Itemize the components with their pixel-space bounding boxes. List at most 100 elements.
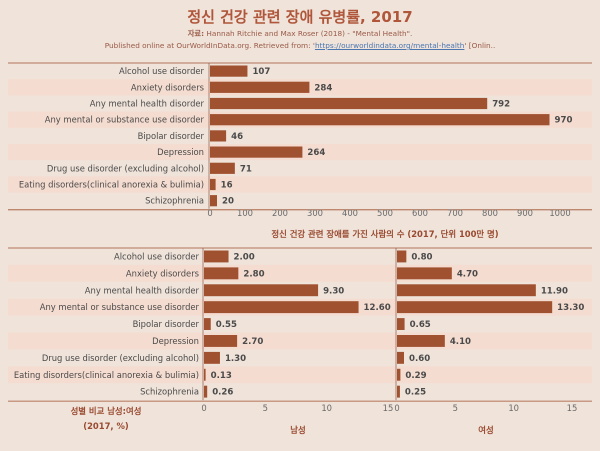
top-value-label: 16 (221, 181, 233, 191)
bottom-row-band (8, 366, 592, 384)
top-category-label: Depression (157, 147, 204, 157)
female-bar (397, 351, 404, 364)
female-axis-title: 여성 (478, 425, 493, 435)
top-value-label: 71 (240, 164, 252, 174)
top-category-label: Any mental health disorder (90, 99, 205, 109)
top-tick-label: 700 (447, 208, 463, 218)
top-value-label: 264 (307, 148, 325, 158)
male-tick-label: 5 (263, 403, 268, 413)
male-value-label: 12.60 (364, 303, 391, 313)
top-tick-label: 100 (237, 208, 253, 218)
top-value-label: 46 (231, 132, 243, 142)
top-tick-label: 200 (272, 208, 288, 218)
male-value-label: 0.26 (212, 388, 233, 398)
female-tick-label: 5 (453, 403, 458, 413)
source-line: 자료: Hannah Ritchie and Max Roser (2018) … (0, 28, 600, 40)
top-axis-title: 정신 건강 관련 장애를 가진 사람의 수 (2017, 단위 100만 명) (271, 229, 498, 239)
top-tick-label: 300 (307, 208, 323, 218)
chart-title: 정신 건강 관련 장애 유병률, 2017 (187, 8, 413, 26)
female-value-label: 0.60 (409, 354, 430, 364)
male-value-label: 2.80 (243, 269, 264, 279)
male-value-label: 2.70 (242, 337, 263, 347)
top-tick-label: 800 (482, 208, 498, 218)
male-bar (204, 368, 206, 381)
female-bar (397, 284, 536, 297)
bottom-category-label: Depression (152, 336, 199, 346)
male-bar (204, 250, 229, 263)
male-tick-label: 15 (383, 403, 394, 413)
female-bar (397, 318, 405, 330)
top-tick-label: 600 (412, 208, 428, 218)
male-value-label: 0.55 (216, 320, 237, 330)
published-line: Published online at OurWorldInData.org. … (0, 40, 600, 52)
female-value-label: 4.10 (450, 337, 471, 347)
bottom-category-label: Drug use disorder (excluding alcohol) (42, 353, 199, 363)
female-tick-label: 10 (508, 403, 519, 413)
top-category-label: Drug use disorder (excluding alcohol) (47, 163, 204, 173)
bottom-category-label: Bipolar disorder (133, 319, 200, 329)
male-axis-title: 남성 (290, 425, 305, 435)
top-bar (210, 114, 550, 126)
female-value-label: 4.70 (457, 269, 478, 279)
male-bar (204, 284, 319, 297)
top-tick-label: 1000 (549, 208, 570, 218)
male-tick-label: 0 (201, 403, 206, 413)
male-bar (204, 335, 238, 347)
top-bar (210, 81, 310, 93)
female-value-label: 0.25 (405, 388, 426, 398)
top-value-label: 792 (492, 100, 510, 110)
female-bar (397, 335, 445, 347)
top-row-band (8, 176, 592, 193)
top-bar (210, 97, 488, 110)
top-category-label: Bipolar disorder (138, 131, 205, 141)
male-bar (204, 267, 239, 280)
male-bar (204, 318, 211, 330)
female-bar (397, 267, 452, 280)
female-bar (397, 250, 407, 263)
female-tick-label: 15 (567, 403, 578, 413)
bottom-category-label: Schizophrenia (140, 387, 199, 397)
top-tick-label: 900 (517, 208, 533, 218)
female-value-label: 0.80 (411, 252, 432, 262)
female-value-label: 11.90 (541, 286, 568, 296)
female-value-label: 0.29 (405, 371, 426, 381)
female-value-label: 13.30 (557, 303, 584, 313)
source-text: Hannah Ritchie and Max Roser (2018) - "M… (204, 29, 413, 38)
top-bar (210, 146, 303, 158)
male-bar (204, 385, 208, 398)
female-bar (397, 385, 400, 398)
bottom-category-label: Anxiety disorders (126, 268, 199, 278)
male-value-label: 1.30 (225, 354, 246, 364)
top-value-label: 107 (252, 67, 270, 77)
bottom-row-band (8, 264, 592, 282)
top-value-label: 20 (222, 197, 234, 207)
male-value-label: 0.13 (211, 371, 232, 381)
top-bar (210, 162, 235, 174)
male-tick-label: 10 (321, 403, 332, 413)
published-suffix: ' [Onlin.. (464, 41, 496, 50)
top-category-label: Anxiety disorders (131, 82, 204, 92)
female-bar (397, 301, 553, 314)
bottom-category-label: Eating disorders(clinical anorexia & bul… (14, 370, 199, 380)
top-bar (210, 65, 248, 77)
top-bar (210, 130, 227, 142)
bottom-category-label: Any mental or substance use disorder (40, 302, 200, 312)
source-link[interactable]: https://ourworldindata.org/mental-health (314, 41, 465, 50)
top-bar (210, 195, 217, 207)
top-category-label: Alcohol use disorder (119, 66, 205, 76)
male-value-label: 9.30 (323, 286, 344, 296)
top-tick-label: 500 (377, 208, 393, 218)
top-category-label: Schizophrenia (145, 196, 204, 206)
bottom-row-band (8, 332, 592, 350)
male-bar (204, 351, 220, 364)
top-tick-label: 400 (342, 208, 358, 218)
bottom-category-label: Alcohol use disorder (114, 251, 200, 261)
female-value-label: 0.65 (410, 320, 431, 330)
female-bar (397, 368, 401, 381)
top-value-label: 970 (555, 116, 573, 126)
top-value-label: 284 (314, 83, 332, 93)
top-category-label: Any mental or substance use disorder (45, 115, 205, 125)
gender-caption-sub: (2017, %) (83, 421, 129, 431)
male-value-label: 2.00 (234, 252, 255, 262)
